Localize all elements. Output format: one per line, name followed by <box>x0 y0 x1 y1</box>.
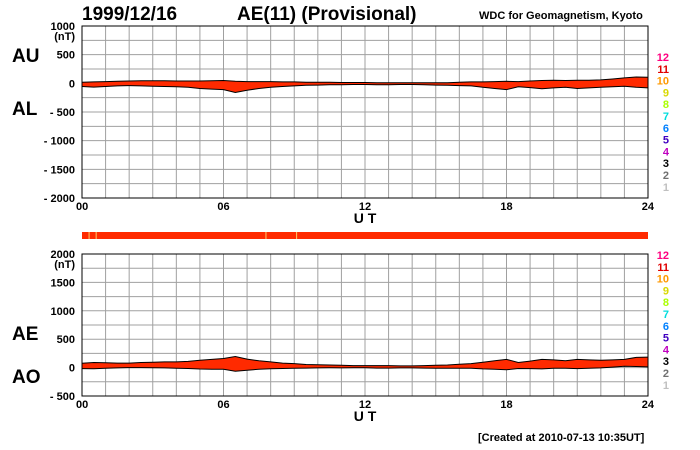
x-tick-label: 12 <box>359 201 371 213</box>
series-line-ae <box>81 355 649 367</box>
x-tick-label: 06 <box>217 399 229 411</box>
y-tick-label: 1500 <box>51 277 75 289</box>
series-label-ao: AO <box>12 367 41 388</box>
y-tick-label: - 1500 <box>44 164 75 176</box>
series-label-au: AU <box>12 46 39 67</box>
station-count-label: 3 <box>663 356 669 368</box>
station-count-label: 1 <box>663 182 669 194</box>
station-count-label: 5 <box>663 333 669 345</box>
y-tick-label: 1000 <box>51 21 75 33</box>
x-tick-label: 06 <box>217 201 229 213</box>
y-tick-label: - 500 <box>50 391 75 403</box>
x-tick-label: 18 <box>500 399 512 411</box>
x-axis-label: U T <box>354 408 377 424</box>
x-tick-label: 00 <box>76 201 88 213</box>
station-count-label: 9 <box>663 87 669 99</box>
x-tick-label: 24 <box>642 201 655 213</box>
y-tick-label: 0 <box>69 78 75 90</box>
y-tick-label: - 1000 <box>44 136 75 148</box>
series-label-al: AL <box>12 99 38 120</box>
station-count-label: 9 <box>663 285 669 297</box>
unit-label: (nT) <box>54 31 75 43</box>
index-title: AE(11) (Provisional) <box>237 4 417 25</box>
created-stamp: [Created at 2010-07-13 10:35UT] <box>478 432 645 444</box>
station-count-label: 5 <box>663 135 669 147</box>
y-tick-label: - 500 <box>50 107 75 119</box>
station-count-label: 11 <box>657 262 669 274</box>
station-count-label: 8 <box>663 99 669 111</box>
y-tick-label: - 2000 <box>44 193 75 205</box>
station-count-label: 11 <box>657 64 669 76</box>
station-count-label: 10 <box>657 76 669 88</box>
station-count-label: 7 <box>663 309 669 321</box>
station-count-label: 6 <box>663 123 669 135</box>
y-tick-label: 0 <box>69 363 75 375</box>
station-count-label: 4 <box>663 146 670 158</box>
x-tick-label: 12 <box>359 399 371 411</box>
station-count-label: 2 <box>663 368 669 380</box>
date-title: 1999/12/16 <box>82 4 178 25</box>
station-count-label: 8 <box>663 297 669 309</box>
y-tick-label: 2000 <box>51 249 75 261</box>
x-tick-label: 00 <box>76 399 88 411</box>
series-line-al <box>81 84 649 94</box>
plot-frame <box>81 253 649 397</box>
y-tick-label: 500 <box>57 50 75 62</box>
y-tick-label: 500 <box>57 334 75 346</box>
source-credit: WDC for Geomagnetism, Kyoto <box>479 10 643 22</box>
x-tick-label: 24 <box>642 399 655 411</box>
unit-label: (nT) <box>54 259 75 271</box>
station-count-label: 6 <box>663 321 669 333</box>
series-line-au <box>81 76 649 84</box>
y-tick-label: 1000 <box>51 306 75 318</box>
station-count-label: 1 <box>663 380 669 392</box>
station-count-label: 12 <box>657 52 669 64</box>
station-count-label: 4 <box>663 344 670 356</box>
plot-frame <box>81 25 649 199</box>
station-count-label: 2 <box>663 170 669 182</box>
x-tick-label: 18 <box>500 201 512 213</box>
station-count-label: 10 <box>657 274 669 286</box>
station-count-label: 3 <box>663 158 669 170</box>
series-fill-area <box>82 356 648 372</box>
series-line-ao <box>81 365 649 372</box>
station-count-label: 12 <box>657 250 669 262</box>
station-count-label: 7 <box>663 111 669 123</box>
x-axis-label: U T <box>354 210 377 226</box>
series-label-ae: AE <box>12 324 38 345</box>
data-status-strip <box>82 232 648 239</box>
